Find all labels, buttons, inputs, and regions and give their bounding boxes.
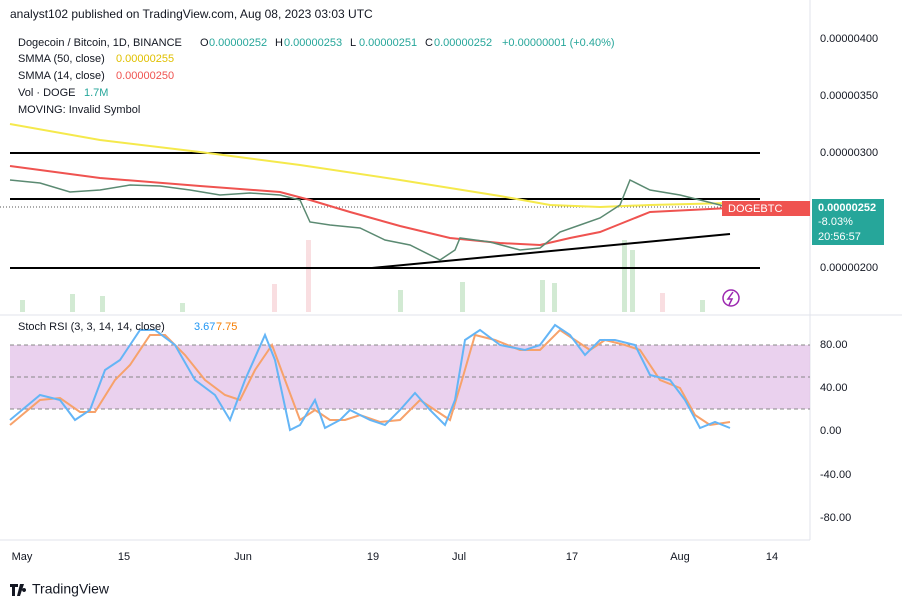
ohlc: O 0.00000252 H 0.00000253 L 0.00000251 C 0.0000… bbox=[200, 37, 492, 49]
ohlc-value: 0.00000252 bbox=[434, 37, 492, 49]
symbol-tag-bg bbox=[722, 201, 810, 216]
ohlc-label: O bbox=[200, 37, 209, 49]
ohlc-value: 0.00000252 bbox=[209, 37, 267, 49]
sma50-value: 0.00000255 bbox=[116, 53, 174, 65]
price-tick-label: 0.00000300 bbox=[820, 147, 878, 159]
change: +0.00000001 (+0.40%) bbox=[502, 37, 615, 49]
time-tick-label: Jul bbox=[452, 551, 466, 563]
time-tick-label: 17 bbox=[566, 551, 578, 563]
stoch-d-value: 7.75 bbox=[216, 321, 237, 333]
stoch-label: Stoch RSI (3, 3, 14, 14, close) bbox=[18, 321, 165, 333]
time-tick-label: 14 bbox=[766, 551, 778, 563]
time-tick-label: 19 bbox=[367, 551, 379, 563]
stoch-tick-label: 0.00 bbox=[820, 425, 841, 437]
time-tick-label: Aug bbox=[670, 551, 690, 563]
moving-label: MOVING: Invalid Symbol bbox=[18, 104, 140, 116]
ohlc-value: 0.00000251 bbox=[359, 37, 417, 49]
stoch-k-value: 3.67 bbox=[194, 321, 215, 333]
stoch-axis: 80.00 40.00 0.00 -40.00 -80.00 bbox=[820, 339, 851, 524]
indicator-icon[interactable] bbox=[722, 289, 740, 307]
vol-label: Vol · DOGE bbox=[18, 87, 75, 99]
logo bbox=[10, 584, 27, 596]
time-tick-label: 15 bbox=[118, 551, 130, 563]
price-tick-label: 0.00000400 bbox=[820, 33, 878, 45]
ohlc-label: C bbox=[425, 37, 433, 49]
indicator-icon-bolt bbox=[726, 291, 734, 306]
price-tag-change: -8.03% bbox=[818, 216, 853, 228]
sma14-label: SMMA (14, close) bbox=[18, 70, 105, 82]
time-tick-label: May bbox=[12, 551, 33, 563]
stoch-tick-label: 80.00 bbox=[820, 339, 848, 351]
smma-50 bbox=[9, 123, 731, 209]
price-tag-price: 0.00000252 bbox=[818, 202, 876, 214]
price-tick-label: 0.00000200 bbox=[820, 262, 878, 274]
vol-value: 1.7M bbox=[84, 87, 108, 99]
stoch-k bbox=[9, 323, 731, 432]
symbol-title: Dogecoin / Bitcoin, 1D, BINANCE bbox=[18, 37, 182, 49]
publisher: analyst102 published on TradingView.com,… bbox=[10, 7, 373, 21]
price-tag-countdown: 20:56:57 bbox=[818, 231, 861, 243]
ohlc-value: 0.00000253 bbox=[284, 37, 342, 49]
brand: TradingView bbox=[32, 581, 110, 597]
stoch-tick-label: 40.00 bbox=[820, 382, 848, 394]
time-tick-label: Jun bbox=[234, 551, 252, 563]
sma50-label: SMMA (50, close) bbox=[18, 53, 105, 65]
price-axis: 0.00000400 0.00000350 0.00000300 0.00000200 bbox=[820, 33, 878, 274]
trend-line bbox=[371, 233, 731, 269]
ohlc-label: H bbox=[275, 37, 283, 49]
volume-bars bbox=[20, 240, 705, 312]
price-path bbox=[9, 178, 729, 261]
stoch-tick-label: -80.00 bbox=[820, 512, 851, 524]
sma14-value: 0.00000250 bbox=[116, 70, 174, 82]
ohlc-label: L bbox=[350, 37, 356, 49]
price-tag-bg bbox=[812, 199, 884, 245]
stoch-tick-label: -40.00 bbox=[820, 469, 851, 481]
price-tick-label: 0.00000350 bbox=[820, 90, 878, 102]
time-axis: May 15 Jun 19 Jul 17 Aug 14 bbox=[12, 551, 779, 563]
symbol-tag: DOGEBTC bbox=[728, 203, 782, 215]
